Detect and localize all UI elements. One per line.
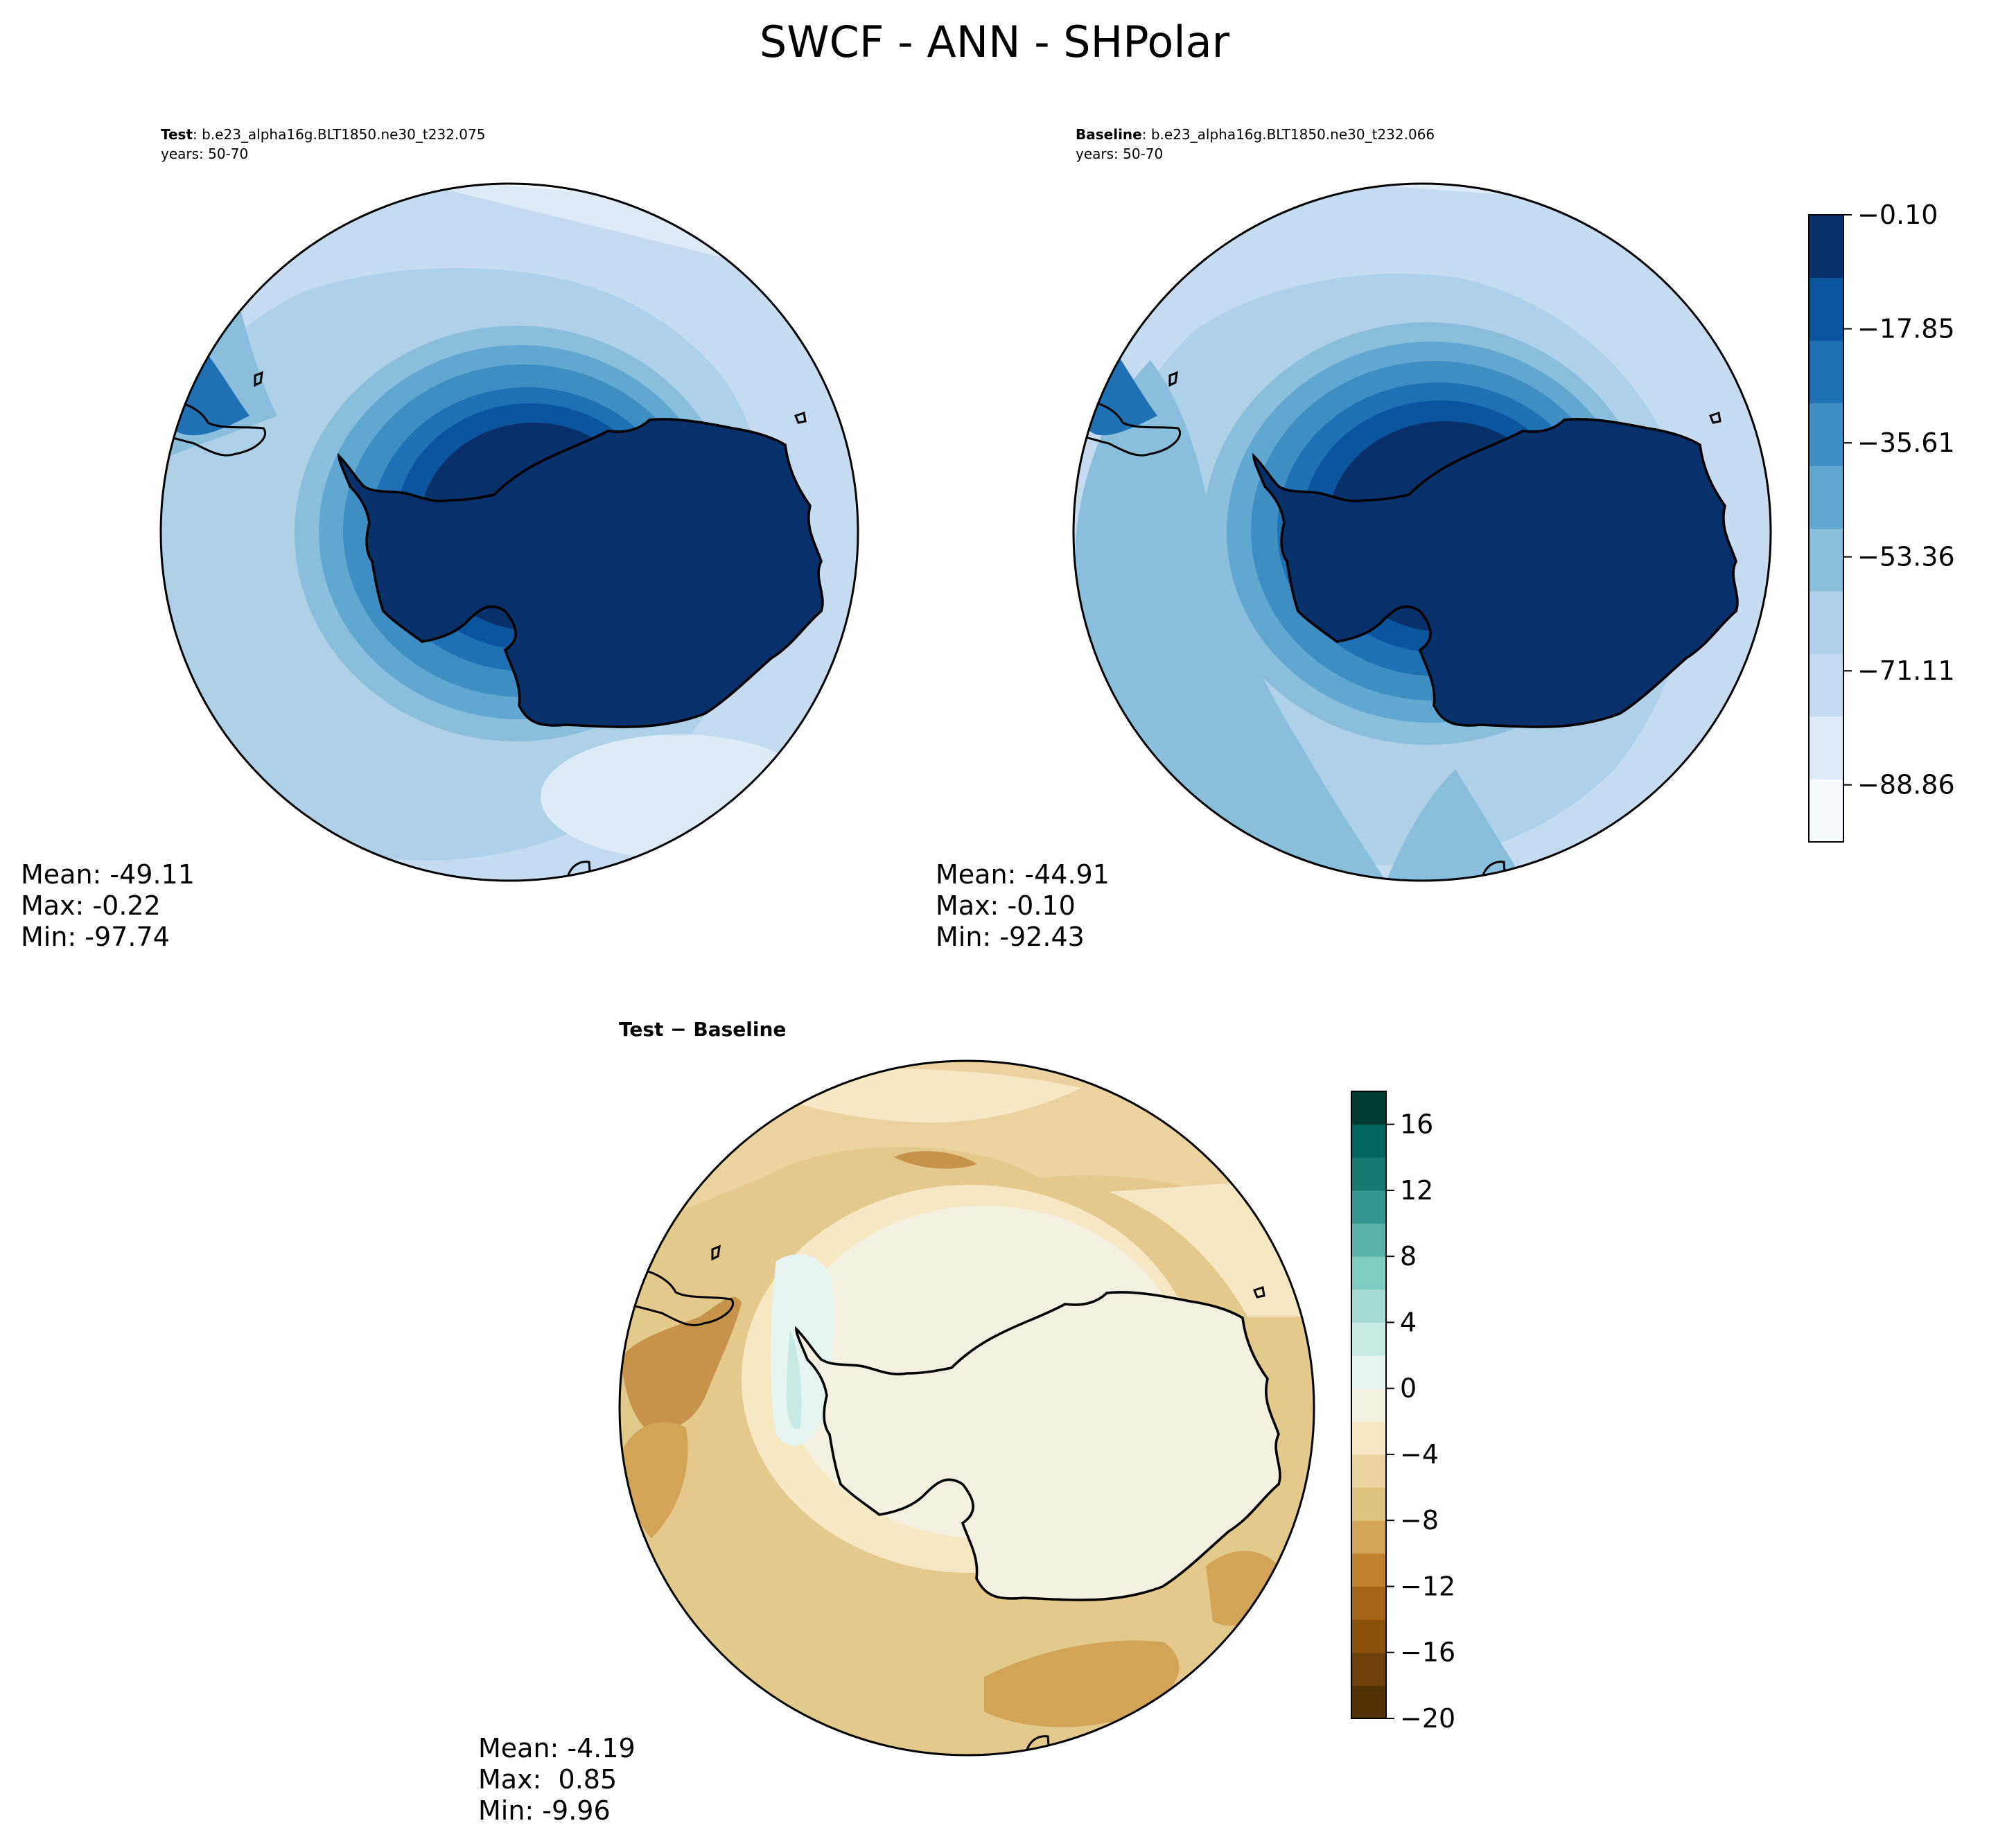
difference-colorbar-band (1351, 1289, 1386, 1323)
difference-colorbar-band (1351, 1157, 1386, 1191)
baseline-colorbar-band (1809, 528, 1843, 592)
baseline-colorbar-band (1809, 779, 1843, 843)
difference-south-america (627, 1267, 734, 1326)
difference-colorbar-band (1351, 1388, 1386, 1422)
baseline-colorbar-band (1809, 340, 1843, 403)
difference-map-frame (618, 1059, 1315, 1757)
test-contour-lower-right (541, 734, 818, 859)
difference-colorbar-band (1351, 1586, 1386, 1620)
test-map-frame (159, 182, 859, 882)
difference-colorbar-band (1351, 1520, 1386, 1554)
figure-title: SWCF - ANN - SHPolar (760, 17, 1230, 67)
baseline-colorbar-band (1809, 591, 1843, 654)
difference-map (620, 1061, 1314, 1755)
difference-colorbar-band (1351, 1487, 1386, 1521)
baseline-colorbar-band (1809, 277, 1843, 341)
difference-colorbar-band (1351, 1322, 1386, 1356)
difference-colorbar-tick-label: −16 (1400, 1637, 1455, 1668)
test-stat-max: Max: -0.22 (21, 890, 161, 921)
difference-colorbar-tick-label: −20 (1400, 1703, 1455, 1734)
difference-colorbar-tick-label: −4 (1400, 1439, 1439, 1470)
difference-colorbar: 16 12 8 4 0 −4 −8 −12 −16 −20 (1351, 1091, 1455, 1734)
baseline-colorbar-tick-label: −0.10 (1857, 200, 1938, 230)
test-case-name: : b.e23_alpha16g.BLT1850.ne30_t232.075 (193, 126, 485, 143)
difference-colorbar-band (1351, 1223, 1386, 1257)
baseline-colorbar-band (1809, 466, 1843, 529)
difference-contour-left-dark (620, 1296, 742, 1430)
baseline-years: years: 50-70 (1076, 146, 1163, 162)
baseline-colorbar-tick-label: −53.36 (1857, 542, 1955, 572)
difference-colorbar-band (1351, 1553, 1386, 1587)
difference-stat-max: Max: 0.85 (478, 1764, 617, 1795)
difference-colorbar-band (1351, 1124, 1386, 1158)
difference-colorbar-tick-label: 8 (1400, 1241, 1417, 1271)
baseline-stat-max: Max: -0.10 (936, 890, 1076, 921)
baseline-stat-min: Min: -92.43 (936, 922, 1085, 952)
difference-stat-mean: Mean: -4.19 (478, 1733, 636, 1763)
difference-colorbar-band (1351, 1355, 1386, 1389)
difference-colorbar-tick-label: 0 (1400, 1373, 1417, 1404)
difference-colorbar-band (1351, 1091, 1386, 1125)
baseline-colorbar-ticks: −0.10 −17.85 −35.61 −53.36 −71.11 −88.86 (1843, 200, 1955, 800)
test-panel: Test: b.e23_alpha16g.BLT1850.ne30_t232.0… (21, 126, 859, 952)
baseline-colorbar-band (1809, 716, 1843, 780)
test-label: Test: b.e23_alpha16g.BLT1850.ne30_t232.0… (161, 126, 485, 143)
difference-colorbar-tick-label: −12 (1400, 1571, 1455, 1601)
difference-contour-bottom-medium (984, 1640, 1180, 1727)
baseline-island-1 (1168, 371, 1178, 387)
difference-colorbar-ticks: 16 12 8 4 0 −4 −8 −12 −16 −20 (1386, 1109, 1455, 1734)
baseline-colorbar-tick-label: −17.85 (1857, 314, 1955, 344)
baseline-colorbar: −0.10 −17.85 −35.61 −53.36 −71.11 −88.86 (1808, 200, 1955, 843)
difference-stat-min: Min: -9.96 (478, 1795, 611, 1826)
baseline-panel: Baseline: b.e23_alpha16g.BLT1850.ne30_t2… (936, 126, 1955, 952)
difference-colorbar-band (1351, 1256, 1386, 1290)
baseline-colorbar-band (1809, 403, 1843, 466)
baseline-map (1074, 184, 1771, 881)
test-stat-min: Min: -97.74 (21, 922, 170, 952)
difference-panel: Test − Baseline Mean: -4.19 Max: 0.85 Mi… (478, 1018, 1455, 1826)
test-label-bold: Test (161, 126, 193, 143)
difference-colorbar-bands (1351, 1091, 1386, 1719)
baseline-case-name: : b.e23_alpha16g.BLT1850.ne30_t232.066 (1142, 126, 1435, 143)
test-years: years: 50-70 (161, 146, 248, 162)
baseline-colorbar-band (1809, 215, 1843, 278)
difference-colorbar-band (1351, 1685, 1386, 1719)
baseline-label: Baseline: b.e23_alpha16g.BLT1850.ne30_t2… (1076, 126, 1435, 143)
baseline-colorbar-band (1809, 653, 1843, 717)
difference-colorbar-band (1351, 1619, 1386, 1653)
baseline-colorbar-tick-label: −35.61 (1857, 428, 1955, 458)
test-stat-mean: Mean: -49.11 (21, 859, 195, 890)
test-map (161, 184, 858, 881)
test-island-2 (794, 412, 807, 424)
baseline-stat-mean: Mean: -44.91 (936, 859, 1110, 890)
difference-colorbar-tick-label: 16 (1400, 1109, 1433, 1140)
difference-colorbar-tick-label: −8 (1400, 1505, 1439, 1535)
difference-contour-teal-core (787, 1330, 802, 1429)
baseline-contour-bottom-band (1386, 769, 1525, 881)
difference-colorbar-tick-label: 4 (1400, 1307, 1417, 1337)
baseline-colorbar-bands (1809, 215, 1843, 843)
difference-contour-top-dark (894, 1151, 977, 1169)
difference-label: Test − Baseline (619, 1018, 786, 1041)
test-island-1 (254, 371, 263, 387)
difference-island-1 (711, 1244, 721, 1261)
baseline-colorbar-tick-label: −71.11 (1857, 655, 1955, 686)
baseline-island-2 (1709, 412, 1721, 424)
difference-colorbar-band (1351, 1652, 1386, 1686)
baseline-south-america (1075, 400, 1181, 457)
difference-island-2 (1253, 1286, 1265, 1299)
baseline-label-bold: Baseline (1076, 126, 1142, 143)
baseline-colorbar-tick-label: −88.86 (1857, 770, 1955, 800)
difference-colorbar-band (1351, 1190, 1386, 1224)
baseline-map-frame (1072, 182, 1772, 882)
difference-colorbar-band (1351, 1421, 1386, 1455)
baseline-colorbar-frame (1808, 214, 1844, 843)
difference-colorbar-frame (1351, 1091, 1387, 1719)
difference-colorbar-tick-label: 12 (1400, 1175, 1433, 1206)
test-south-america (161, 400, 266, 457)
difference-colorbar-band (1351, 1454, 1386, 1488)
difference-contour-left-medium (620, 1422, 688, 1538)
